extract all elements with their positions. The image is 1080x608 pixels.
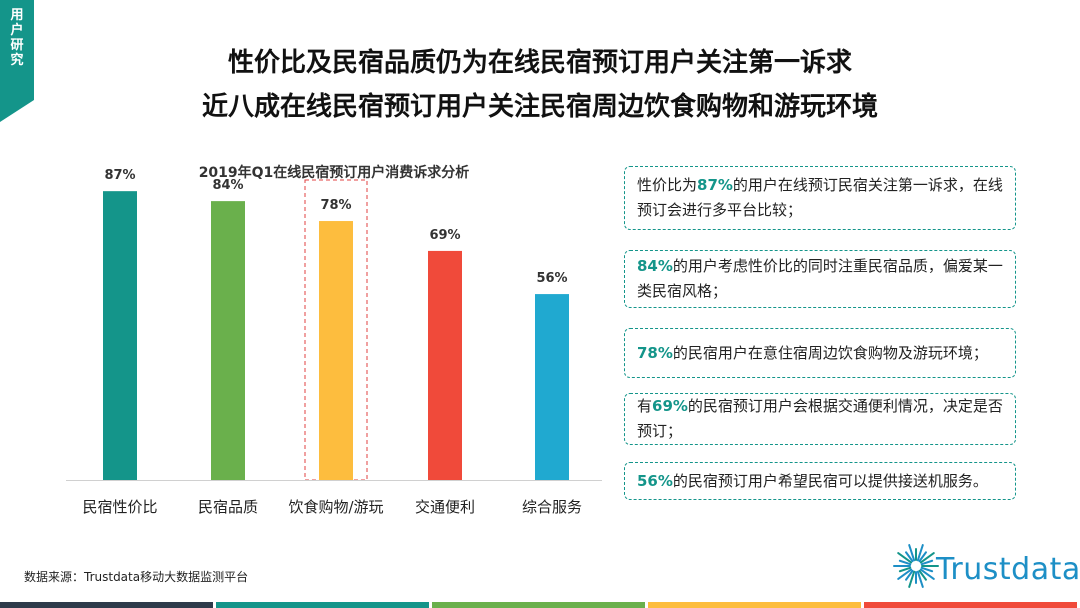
note-text-before: 性价比为	[637, 176, 698, 194]
note-text-after: 的民宿预订用户会根据交通便利情况，决定是否预订；	[637, 397, 1003, 440]
logo-ray	[919, 568, 935, 580]
bar	[211, 201, 245, 480]
logo-ray	[918, 569, 927, 581]
bar	[428, 250, 462, 480]
logo-ray	[898, 559, 912, 566]
footer-segment	[864, 602, 1077, 608]
logo-ray	[916, 544, 924, 562]
section-tag: 用户研究	[0, 0, 34, 122]
bar	[535, 294, 569, 480]
footer-segment	[216, 602, 429, 608]
chart-title: 2019年Q1在线民宿预订用户消费诉求分析	[198, 165, 470, 181]
logo-ray	[905, 551, 914, 563]
category-label: 饮食购物/游玩	[288, 498, 383, 516]
note-text-after: 的用户考虑性价比的同时注重民宿品质，偏爱某一类民宿风格；	[637, 257, 1003, 300]
note-text-after: 的民宿用户在意住宿周边饮食购物及游玩环境；	[672, 343, 988, 362]
logo-ray	[905, 569, 914, 581]
logo-ray	[908, 544, 916, 562]
footer-segment	[648, 602, 861, 608]
note-percentage: 56%	[637, 471, 673, 490]
page-title: 性价比及民宿品质仍为在线民宿预订用户关注第一诉求	[227, 48, 852, 78]
logo-ray	[920, 559, 934, 566]
bar-value-label: 56%	[536, 271, 567, 286]
bar-value-label: 69%	[429, 228, 460, 243]
insight-note: 78%的民宿用户在意住宿周边饮食购物及游玩环境；	[624, 328, 1016, 378]
footer-segment	[432, 602, 645, 608]
category-label: 民宿品质	[198, 498, 258, 516]
insight-note: 84%的用户考虑性价比的同时注重民宿品质，偏爱某一类民宿风格；	[624, 250, 1016, 308]
note-text-after: 的用户在线预订民宿关注第一诉求，在线预订会进行多平台比较；	[637, 176, 1003, 219]
note-percentage: 69%	[652, 397, 688, 415]
note-percentage: 84%	[637, 257, 673, 275]
note-text-after: 的民宿预订用户希望民宿可以提供接送机服务。	[672, 471, 988, 490]
category-label: 交通便利	[415, 498, 475, 516]
logo-ray	[918, 551, 927, 563]
category-label: 综合服务	[522, 498, 582, 516]
category-label: 民宿性价比	[82, 498, 157, 516]
section-tag-label: 用户研究	[10, 8, 24, 68]
note-percentage: 87%	[697, 176, 733, 194]
logo-ray	[908, 570, 916, 588]
insight-note: 性价比为87%的用户在线预订民宿关注第一诉求，在线预订会进行多平台比较；	[624, 166, 1016, 230]
note-text-before: 有	[637, 397, 653, 415]
note-percentage: 78%	[637, 343, 673, 362]
logo-ray	[920, 566, 934, 573]
logo-text: Trustdata	[936, 552, 1080, 587]
bar	[319, 221, 353, 481]
logo-ray	[916, 570, 924, 588]
page-subtitle: 近八成在线民宿预订用户关注民宿周边饮食购物和游玩环境	[201, 92, 878, 122]
insight-note: 有69%的民宿预订用户会根据交通便利情况，决定是否预订；	[624, 393, 1016, 445]
bar-value-label: 87%	[104, 168, 135, 183]
bar	[103, 191, 137, 480]
footer-segment	[0, 602, 213, 608]
trustdata-logo-icon	[893, 544, 939, 588]
data-source: 数据来源：Trustdata移动大数据监测平台	[24, 570, 249, 584]
bar-value-label: 78%	[320, 198, 351, 213]
logo-ray	[919, 552, 935, 564]
logo-ray	[898, 566, 912, 573]
bar-value-label: 84%	[212, 178, 243, 193]
logo-ray	[897, 568, 913, 580]
logo-ray	[897, 552, 913, 564]
insight-note: 56%的民宿预订用户希望民宿可以提供接送机服务。	[624, 462, 1016, 500]
